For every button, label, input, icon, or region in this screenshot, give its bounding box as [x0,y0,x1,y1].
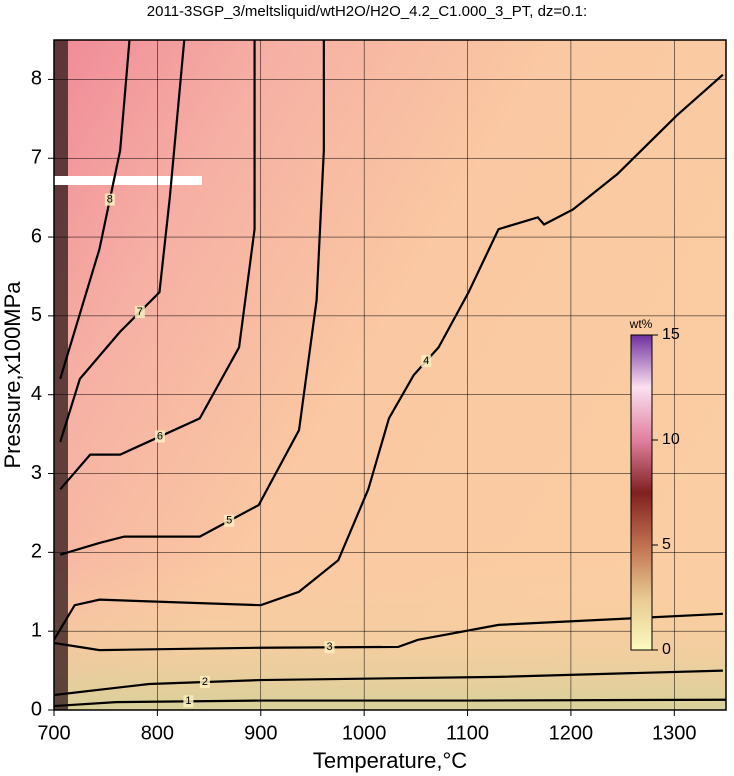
plot-background [54,560,726,710]
y-tick-label: 1 [31,619,42,641]
contour-label: 7 [137,306,143,318]
contour-label-bg [104,193,115,206]
contour-label-bg [154,430,165,443]
plot-frame [53,39,727,711]
x-tick-label: 1300 [652,722,697,744]
y-tick-label: 0 [31,698,42,720]
contour-label: 8 [107,194,113,206]
colorbar: wt% 0 5 10 15 [629,317,680,658]
contour-label: 6 [157,430,163,442]
contour-label-bg [134,305,145,318]
y-axis-label: Pressure,x100MPa [0,281,25,469]
contour-label-bg [199,676,210,689]
x-tick-label: 1100 [446,722,489,744]
contour-line [54,612,723,652]
y-tick-label: 2 [31,541,42,563]
colorbar-tick-label: 0 [662,641,671,658]
x-tick-label: 1000 [342,722,387,744]
contours: 12 3 4 5 6 7 8 [54,40,726,708]
y-tick-label: 3 [31,462,42,484]
colorbar-tick-label: 15 [662,326,680,343]
x-tick-label: 900 [244,722,277,744]
contour-line [54,698,726,708]
y-tick-label: 4 [31,383,42,405]
contour-label-bg [224,514,235,527]
colorbar-scale [630,334,653,651]
colorbar-label: wt% [629,317,653,331]
x-tick-label: 800 [141,722,174,744]
contour-label: 2 [202,676,208,688]
contour-line [59,40,256,491]
contour-label: 5 [226,515,232,527]
contour-line [59,40,325,556]
contour-label-bg [421,355,432,368]
contour-line [54,669,723,697]
y-tick-label: 5 [31,304,42,326]
y-tick-label: 8 [31,68,42,90]
x-axis-label: Temperature,°C [313,748,467,773]
y-tick-label: 7 [31,147,42,169]
colorbar-tick-label: 10 [662,431,680,448]
x-tick-label: 1200 [549,722,594,744]
x-tick-label: 700 [37,722,70,744]
colorbar-tick-label: 5 [662,536,671,553]
artifact-bar [54,176,202,185]
contour-label: 3 [326,641,332,653]
chart-title: 2011-3SGP_3/meltsliquid/wtH2O/H2O_4.2_C1… [147,3,587,20]
y-tick-label: 6 [31,225,42,247]
contour-label-bg [183,695,194,708]
contour-label: 1 [185,695,191,707]
contour-label-bg [324,641,335,654]
contour-label: 4 [423,355,429,367]
